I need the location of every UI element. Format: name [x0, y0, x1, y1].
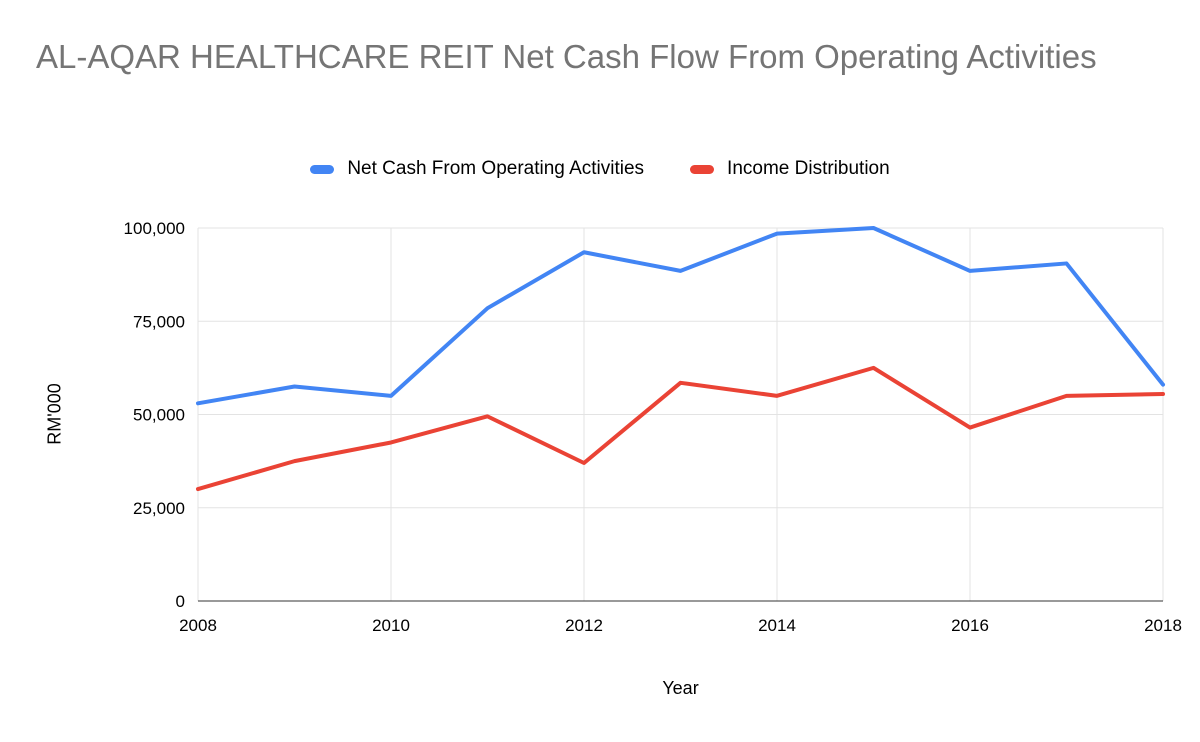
legend-label-income-distribution: Income Distribution — [727, 158, 890, 179]
legend-label-net-cash: Net Cash From Operating Activities — [347, 158, 645, 179]
legend-item-net-cash: Net Cash From Operating Activities — [310, 158, 644, 180]
y-tick-label: 75,000 — [133, 312, 185, 331]
legend-item-income-distribution: Income Distribution — [690, 158, 890, 180]
y-tick-label: 50,000 — [133, 406, 185, 425]
x-tick-label: 2008 — [179, 616, 217, 635]
y-tick-label: 100,000 — [124, 219, 185, 238]
x-tick-label: 2016 — [951, 616, 989, 635]
x-axis-title: Year — [662, 678, 699, 698]
legend-swatch-net-cash-icon — [310, 164, 335, 174]
x-tick-label: 2014 — [758, 616, 796, 635]
chart-legend: Net Cash From Operating Activities Incom… — [0, 158, 1200, 180]
chart-title: AL-AQAR HEALTHCARE REIT Net Cash Flow Fr… — [36, 38, 1097, 75]
y-tick-label: 25,000 — [133, 499, 185, 518]
series-line-0 — [196, 226, 1165, 406]
x-tick-label: 2012 — [565, 616, 603, 635]
legend-swatch-income-distribution-icon — [690, 164, 715, 174]
series-line-1 — [196, 365, 1165, 492]
y-tick-label: 0 — [176, 592, 185, 611]
x-tick-label: 2010 — [372, 616, 410, 635]
x-tick-label: 2018 — [1144, 616, 1182, 635]
